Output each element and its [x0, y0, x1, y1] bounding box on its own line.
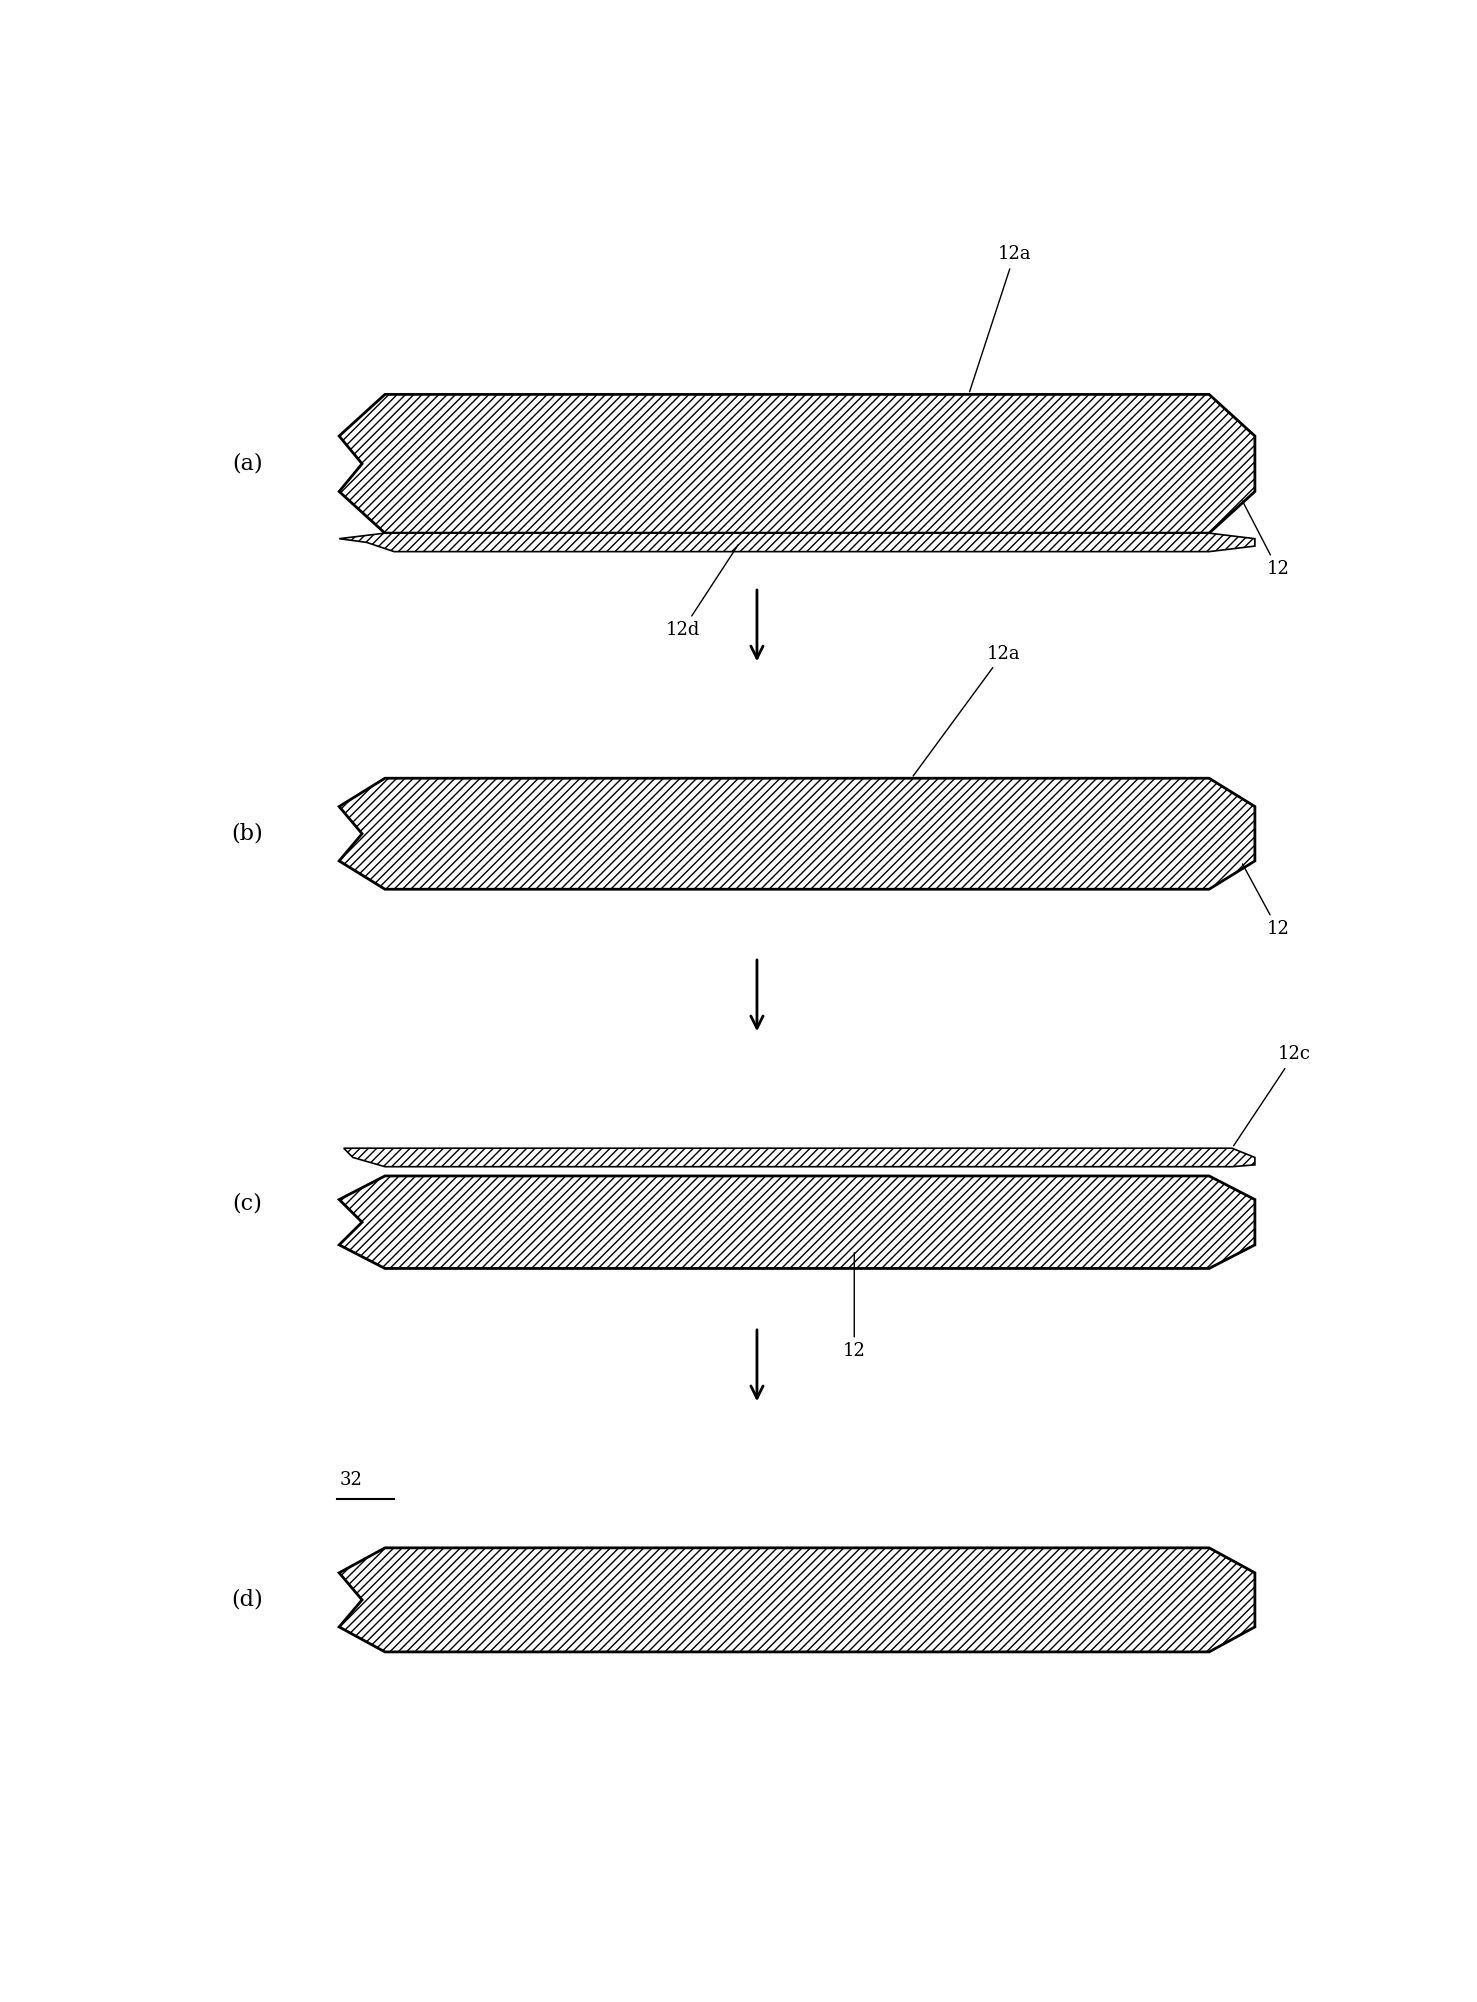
- Polygon shape: [340, 1548, 1255, 1652]
- Text: 12: 12: [1242, 865, 1289, 939]
- Text: 12d: 12d: [665, 545, 738, 639]
- Text: (d): (d): [232, 1590, 263, 1612]
- Polygon shape: [340, 779, 1255, 889]
- Polygon shape: [340, 533, 1255, 553]
- Polygon shape: [340, 1175, 1255, 1269]
- Polygon shape: [344, 1149, 1255, 1167]
- Text: 32: 32: [340, 1471, 362, 1489]
- Text: 12: 12: [843, 1253, 866, 1361]
- Text: (b): (b): [232, 823, 263, 845]
- Text: (a): (a): [232, 452, 263, 474]
- Text: 12a: 12a: [969, 246, 1031, 392]
- Text: 12c: 12c: [1233, 1045, 1310, 1145]
- Polygon shape: [340, 394, 1255, 533]
- Text: 12a: 12a: [913, 645, 1021, 777]
- Text: 12: 12: [1242, 500, 1289, 579]
- Text: (c): (c): [233, 1193, 263, 1215]
